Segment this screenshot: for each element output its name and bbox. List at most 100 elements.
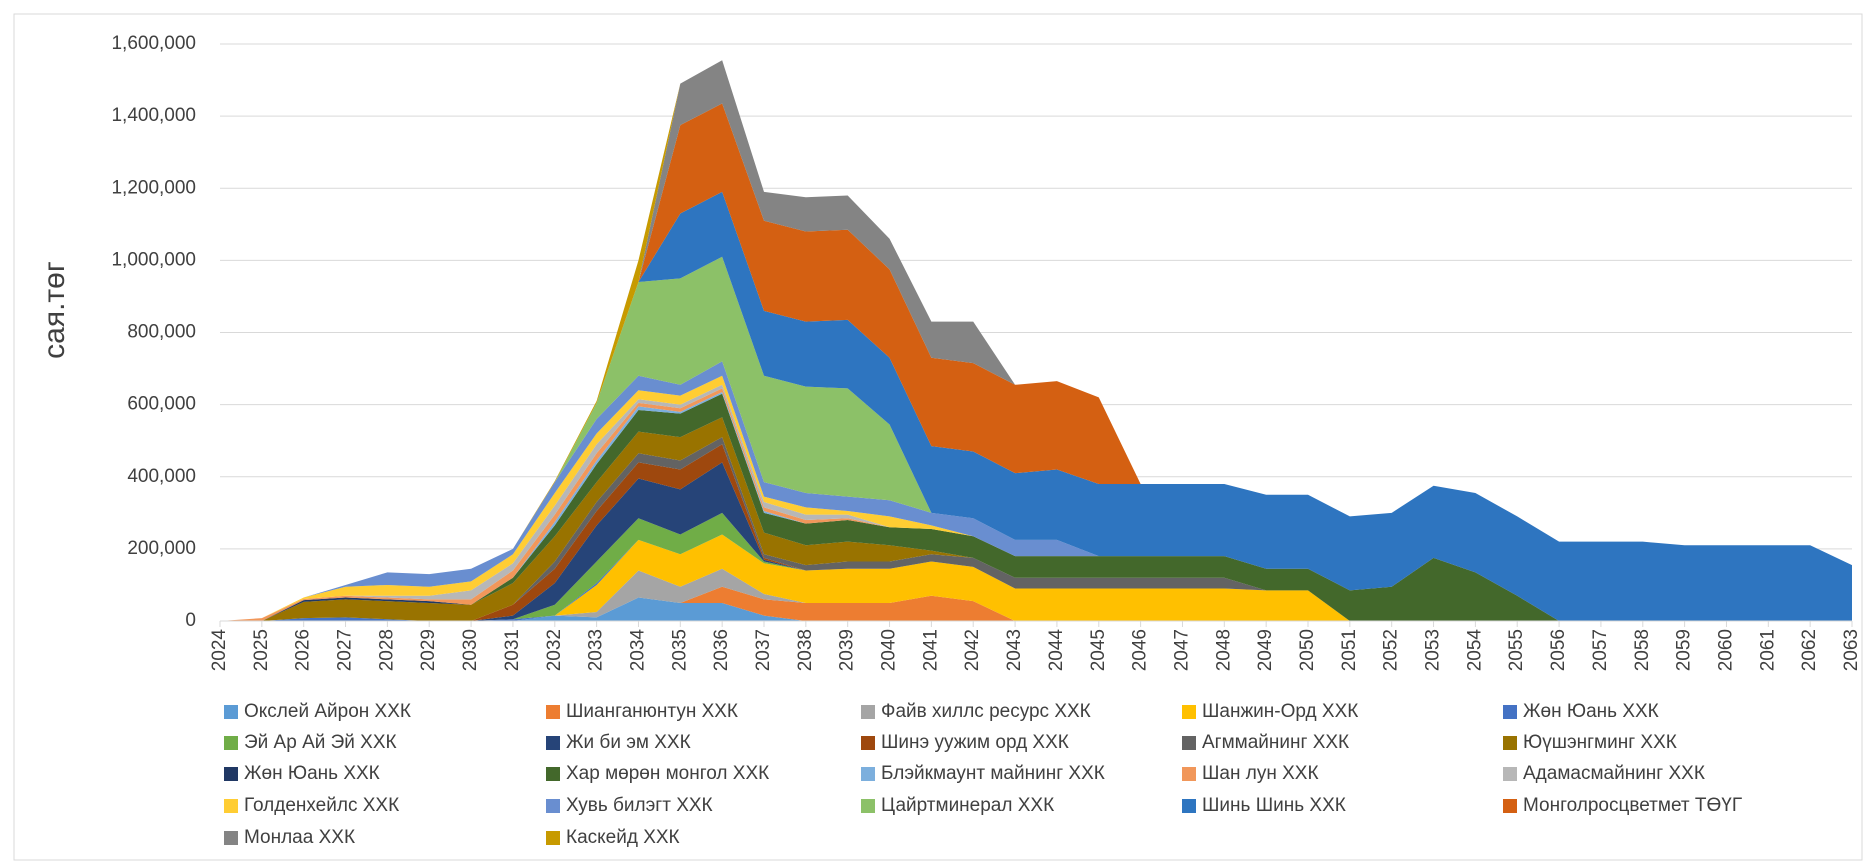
y-tick-label: 1,000,000	[111, 249, 196, 270]
y-axis-label: сая.төг	[38, 261, 71, 359]
legend-swatch	[861, 705, 875, 719]
x-tick-label: 2041	[920, 629, 941, 671]
x-tick-label: 2061	[1757, 629, 1778, 671]
legend-label: Монлаа ХХК	[244, 827, 355, 848]
x-tick-label: 2043	[1004, 629, 1025, 671]
x-tick-label: 2040	[879, 629, 900, 671]
legend-label: Цайртминерал ХХК	[881, 795, 1054, 816]
x-tick-label: 2060	[1715, 629, 1736, 671]
legend-swatch	[546, 831, 560, 845]
legend-label: Шинь Шинь ХХК	[1202, 795, 1346, 816]
x-tick-label: 2062	[1799, 629, 1820, 671]
area	[220, 256, 1852, 621]
x-tick-label: 2049	[1255, 629, 1276, 671]
legend-swatch	[1182, 736, 1196, 750]
legend-label: Хувь билэгт ХХК	[566, 795, 713, 816]
legend-label: Эй Ар Ай Эй ХХК	[244, 732, 397, 753]
legend-swatch	[546, 799, 560, 813]
legend-label: Шианганюнтун ХХК	[566, 701, 738, 722]
legend-swatch	[1182, 799, 1196, 813]
x-tick-label: 2024	[209, 629, 230, 672]
x-tick-label: 2052	[1381, 629, 1402, 671]
x-tick-label: 2039	[837, 629, 858, 671]
legend-swatch	[861, 767, 875, 781]
legend-label: Монголросцветмет ТӨҮГ	[1523, 795, 1742, 816]
x-tick-label: 2036	[711, 629, 732, 671]
legend-swatch	[1503, 705, 1517, 719]
legend-label: Окслей Айрон ХХК	[244, 701, 411, 722]
legend-label: Шинэ уужим орд ХХК	[881, 732, 1069, 753]
x-tick-label: 2054	[1464, 629, 1485, 672]
area	[220, 597, 1852, 621]
x-tick-label: 2035	[669, 629, 690, 671]
legend-label: Жи би эм ХХК	[566, 732, 691, 753]
legend-label: Шанжин-Орд ХХК	[1202, 701, 1358, 722]
legend-swatch	[224, 799, 238, 813]
area	[220, 417, 1852, 621]
legend-swatch	[861, 736, 875, 750]
legend-label: Хар мөрөн монгол ХХК	[566, 763, 769, 784]
x-tick-label: 2048	[1213, 629, 1234, 671]
legend-swatch	[224, 705, 238, 719]
x-tick-label: 2031	[502, 629, 523, 671]
area	[220, 512, 1852, 621]
x-tick-label: 2034	[627, 629, 648, 672]
x-tick-label: 2050	[1297, 629, 1318, 671]
x-tick-label: 2055	[1506, 629, 1527, 671]
x-tick-label: 2047	[1171, 629, 1192, 671]
area	[220, 393, 1852, 621]
area	[220, 462, 1852, 621]
area	[220, 191, 1852, 621]
x-tick-label: 2045	[1088, 629, 1109, 671]
legend-swatch	[546, 736, 560, 750]
x-tick-label: 2057	[1590, 629, 1611, 671]
y-tick-label: 200,000	[127, 538, 196, 559]
x-tick-label: 2042	[962, 629, 983, 671]
area	[220, 568, 1852, 621]
x-tick-label: 2037	[753, 629, 774, 671]
area	[220, 437, 1852, 621]
legend-swatch	[1503, 736, 1517, 750]
legend-label: Шан лун ХХК	[1202, 763, 1319, 784]
x-tick-label: 2027	[335, 629, 356, 671]
x-tick-label: 2032	[544, 629, 565, 671]
x-tick-label: 2058	[1632, 629, 1653, 671]
legend-swatch	[1182, 767, 1196, 781]
x-tick-label: 2059	[1674, 629, 1695, 671]
x-tick-label: 2033	[586, 629, 607, 671]
legend-swatch	[224, 736, 238, 750]
x-tick-label: 2030	[460, 629, 481, 671]
legend-swatch	[546, 705, 560, 719]
legend-label: Каскейд ХХК	[566, 827, 680, 848]
x-tick-label: 2044	[1046, 629, 1067, 672]
x-tick-label: 2051	[1339, 629, 1360, 671]
area	[220, 534, 1852, 621]
x-tick-label: 2056	[1548, 629, 1569, 671]
legend-swatch	[1182, 705, 1196, 719]
y-tick-label: 0	[185, 610, 196, 631]
chart-border	[13, 13, 1863, 861]
legend-label: Блэйкмаунт майнинг ХХК	[881, 763, 1105, 784]
x-tick-label: 2038	[795, 629, 816, 671]
y-tick-label: 1,200,000	[111, 177, 196, 198]
legend-swatch	[1503, 767, 1517, 781]
y-tick-label: 1,400,000	[111, 105, 196, 126]
x-tick-label: 2046	[1130, 629, 1151, 671]
legend-label: Голденхейлс ХХК	[244, 795, 399, 816]
legend-swatch	[224, 831, 238, 845]
legend-label: Адамасмайнинг ХХК	[1523, 763, 1705, 784]
x-tick-label: 2026	[293, 629, 314, 671]
x-tick-label: 2028	[376, 629, 397, 671]
legend-swatch	[224, 767, 238, 781]
y-tick-label: 800,000	[127, 322, 196, 343]
legend-label: Юүшэнгминг ХХК	[1523, 732, 1677, 753]
x-tick-label: 2063	[1841, 629, 1862, 671]
x-tick-label: 2025	[251, 629, 272, 671]
legend-label: Жөн Юань ХХК	[244, 763, 380, 784]
x-tick-label: 2029	[418, 629, 439, 671]
legend-swatch	[546, 767, 560, 781]
legend-label: Жөн Юань ХХК	[1523, 701, 1659, 722]
y-tick-label: 600,000	[127, 394, 196, 415]
legend-swatch	[861, 799, 875, 813]
